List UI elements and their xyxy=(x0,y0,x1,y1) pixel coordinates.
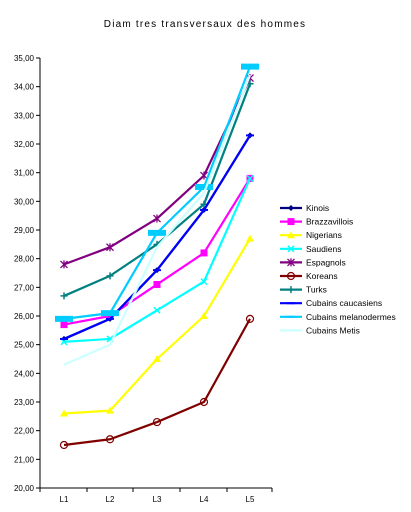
series-cubains-metis xyxy=(63,74,252,366)
legend-label: Kinois xyxy=(306,203,329,213)
data-point xyxy=(199,397,209,407)
y-tick-label: 29,00 xyxy=(14,226,35,235)
legend-label: Nigerians xyxy=(306,230,342,240)
x-tick-label: L3 xyxy=(153,495,162,504)
series-cubains-melanodermes xyxy=(55,63,259,322)
data-point xyxy=(55,315,73,322)
data-point xyxy=(200,249,208,257)
data-point xyxy=(101,310,119,317)
data-point xyxy=(195,184,213,190)
legend-swatch-marker xyxy=(288,205,294,211)
legend-item: Nigerians xyxy=(280,230,342,240)
series-nigerians xyxy=(60,234,254,417)
legend-label: Brazzavillois xyxy=(306,217,353,227)
series-line xyxy=(63,177,252,343)
data-point xyxy=(153,306,161,314)
legend-swatch-marker xyxy=(287,258,295,267)
y-tick-label: 31,00 xyxy=(14,169,35,178)
series-espagnols xyxy=(60,74,254,269)
series-group xyxy=(55,63,259,450)
data-point xyxy=(245,314,255,323)
series-line xyxy=(63,83,252,297)
legend-label: Saudiens xyxy=(306,244,341,254)
legend-item: Espagnols xyxy=(280,257,346,267)
legend-label: Koreans xyxy=(306,271,338,281)
y-tick-label: 33,00 xyxy=(14,111,35,120)
x-tick-label: L4 xyxy=(200,495,209,504)
data-point xyxy=(106,406,114,414)
legend-swatch-marker xyxy=(286,271,296,281)
legend-label: Cubains Metis xyxy=(306,325,360,335)
x-tick-label: L1 xyxy=(60,495,69,504)
data-point xyxy=(105,435,115,444)
y-tick-label: 23,00 xyxy=(14,398,35,407)
legend-label: Espagnols xyxy=(306,257,346,267)
legend: Kinois Brazzavillois Nigerians Saudiens Espa… xyxy=(280,203,396,335)
series-brazzavillois xyxy=(60,174,254,329)
series-line xyxy=(63,134,251,340)
legend-swatch-marker xyxy=(287,231,295,239)
y-tick-label: 30,00 xyxy=(14,197,35,206)
y-tick-label: 26,00 xyxy=(14,312,35,321)
y-tick-label: 27,00 xyxy=(14,283,35,292)
data-point xyxy=(60,260,68,269)
y-tick-label: 25,00 xyxy=(14,341,35,350)
data-point xyxy=(246,234,254,242)
x-tick-label: L5 xyxy=(246,495,255,504)
axes: 20,00 21,00 22,00 23,00 24,00 25,00 26,00 27,00… xyxy=(14,54,273,504)
data-point xyxy=(59,440,69,450)
x-tick-label: L2 xyxy=(106,495,115,504)
data-point xyxy=(153,355,161,362)
y-tick-label: 20,00 xyxy=(14,484,35,493)
series-line xyxy=(63,74,252,366)
series-line xyxy=(63,318,251,447)
series-line xyxy=(63,134,251,340)
series-cubains-caucasiens xyxy=(60,134,254,340)
data-point xyxy=(60,409,68,417)
legend-item: Cubains caucasiens xyxy=(280,298,382,308)
y-tick-label: 24,00 xyxy=(14,369,35,378)
legend-swatch-marker xyxy=(287,286,295,294)
series-koreans xyxy=(59,314,255,450)
data-point xyxy=(148,229,166,236)
data-point xyxy=(106,243,114,252)
y-tick-label: 35,00 xyxy=(14,54,35,63)
legend-label: Cubains caucasiens xyxy=(306,298,382,308)
legend-item: Cubains Metis xyxy=(280,325,360,335)
data-point xyxy=(60,292,68,300)
data-point xyxy=(153,214,161,223)
data-point xyxy=(241,63,259,70)
series-line xyxy=(63,77,251,266)
data-point xyxy=(200,278,208,286)
legend-item: Koreans xyxy=(280,271,338,281)
y-tick-label: 32,00 xyxy=(14,140,35,149)
series-line xyxy=(63,177,251,326)
legend-item: Cubains melanodermes xyxy=(280,312,396,322)
data-point xyxy=(153,280,161,288)
series-turks xyxy=(60,80,254,300)
chart-title: Diam tres transversaux des hommes xyxy=(104,19,306,30)
y-tick-label: 28,00 xyxy=(14,255,35,264)
legend-swatch-marker xyxy=(287,218,295,226)
data-point xyxy=(152,417,162,427)
data-point xyxy=(106,272,114,280)
y-tick-label: 21,00 xyxy=(14,455,35,464)
legend-label: Turks xyxy=(306,285,327,295)
legend-item: Brazzavillois xyxy=(280,217,353,227)
legend-item: Saudiens xyxy=(280,244,341,254)
data-point xyxy=(60,321,68,329)
legend-swatch-marker xyxy=(287,245,295,253)
y-tick-label: 22,00 xyxy=(14,427,35,436)
y-tick-label: 34,00 xyxy=(14,83,35,92)
data-point xyxy=(246,174,254,182)
legend-item: Turks xyxy=(280,285,327,295)
legend-item: Kinois xyxy=(280,203,329,213)
legend-label: Cubains melanodermes xyxy=(306,312,396,322)
data-point xyxy=(200,312,208,319)
